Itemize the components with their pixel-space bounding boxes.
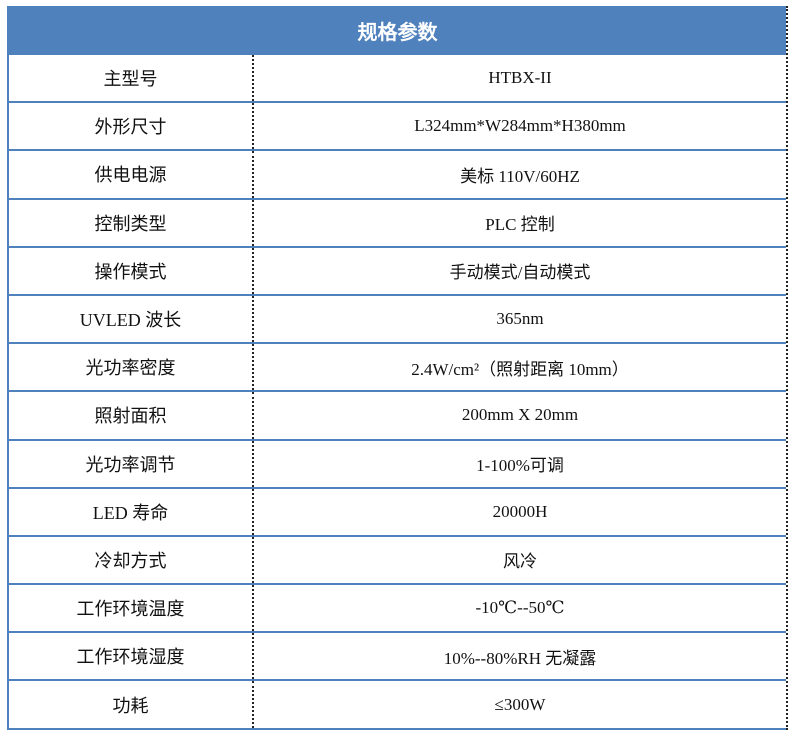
table-row: LED 寿命 20000H	[9, 488, 786, 537]
spec-table: 规格参数 主型号 HTBX-II 外形尺寸 L324mm*W284mm*H380mm 供…	[7, 6, 788, 730]
spec-value: L324mm*W284mm*H380mm	[414, 116, 626, 136]
spec-value: 手动模式/自动模式	[449, 263, 591, 283]
table-row: 工作环境湿度 10%--80%RH 无凝露	[9, 633, 786, 682]
table-row: 工作环境温度 -10℃--50℃	[9, 585, 786, 634]
spec-value: 2.4W/cm²（照射距离 10mm）	[411, 359, 629, 379]
table-row: 控制类型 PLC 控制	[9, 199, 786, 248]
spec-label: 光功率密度	[9, 344, 254, 391]
table-row: 供电电源 美标 110V/60HZ	[9, 151, 786, 200]
spec-label: 主型号	[9, 55, 254, 102]
spec-value: 风冷	[503, 552, 537, 572]
table-row: 操作模式 手动模式/自动模式	[9, 247, 786, 296]
spec-value: 1-100%可调	[476, 456, 564, 476]
spec-label: 照射面积	[9, 392, 254, 439]
table-row: 冷却方式 风冷	[9, 536, 786, 586]
spec-value: -10℃--50℃	[475, 598, 565, 618]
spec-label: 外形尺寸	[9, 103, 254, 150]
spec-label: 供电电源	[9, 151, 254, 198]
table-row: 功耗 ≤300W	[9, 681, 786, 730]
table-row: 外形尺寸 L324mm*W284mm*H380mm	[9, 103, 786, 152]
spec-label: 功耗	[9, 681, 254, 728]
table-title: 规格参数	[9, 6, 786, 55]
table-row: 主型号 HTBX-II	[9, 55, 786, 104]
spec-value: PLC 控制	[485, 215, 555, 235]
spec-label: UVLED 波长	[9, 295, 254, 343]
spec-value: 美标 110V/60HZ	[460, 166, 580, 186]
spec-label: 控制类型	[9, 199, 254, 246]
spec-label: 光功率调节	[9, 440, 254, 487]
spec-label: 操作模式	[9, 247, 254, 294]
spec-label: 工作环境湿度	[9, 633, 254, 680]
table-row: 照射面积 200mm X 20mm	[9, 392, 786, 441]
spec-label: 冷却方式	[9, 536, 254, 584]
spec-label: 工作环境温度	[9, 585, 254, 632]
table-row: 光功率密度 2.4W/cm²（照射距离 10mm）	[9, 344, 786, 393]
table-row: 光功率调节 1-100%可调	[9, 440, 786, 489]
spec-label: LED 寿命	[9, 488, 254, 535]
spec-value: 10%--80%RH 无凝露	[443, 648, 597, 668]
spec-value: 20000H	[492, 501, 548, 521]
spec-value: HTBX-II	[488, 68, 552, 88]
spec-value: ≤300W	[494, 694, 546, 714]
spec-value: 200mm X 20mm	[461, 405, 579, 425]
spec-value: 365nm	[496, 309, 544, 329]
table-row: UVLED 波长 365nm	[9, 295, 786, 345]
